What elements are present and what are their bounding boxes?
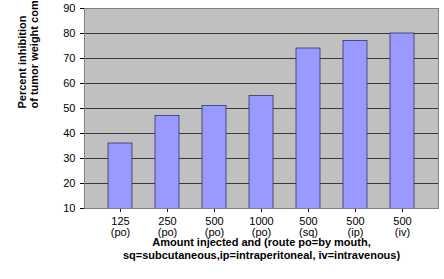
svg-text:500(ip): 500(ip) <box>346 215 364 238</box>
svg-text:500(po): 500(po) <box>205 215 225 238</box>
svg-text:50: 50 <box>63 102 75 114</box>
svg-text:40: 40 <box>63 127 75 139</box>
svg-text:90: 90 <box>63 2 75 14</box>
svg-text:250(po): 250(po) <box>158 215 178 238</box>
svg-text:60: 60 <box>63 77 75 89</box>
svg-text:80: 80 <box>63 27 75 39</box>
svg-text:125(po): 125(po) <box>111 215 131 238</box>
svg-text:Percent inhibitionof tumor wei: Percent inhibitionof tumor weight compar… <box>16 0 40 109</box>
svg-text:70: 70 <box>63 52 75 64</box>
svg-text:Amount injected and (route po=: Amount injected and (route po=by mouth,s… <box>123 236 401 260</box>
svg-text:10: 10 <box>63 202 75 214</box>
svg-text:500(iv): 500(iv) <box>393 215 411 238</box>
svg-text:1000(po): 1000(po) <box>249 215 273 238</box>
svg-text:20: 20 <box>63 177 75 189</box>
svg-text:30: 30 <box>63 152 75 164</box>
svg-text:500(sq): 500(sq) <box>299 215 318 238</box>
